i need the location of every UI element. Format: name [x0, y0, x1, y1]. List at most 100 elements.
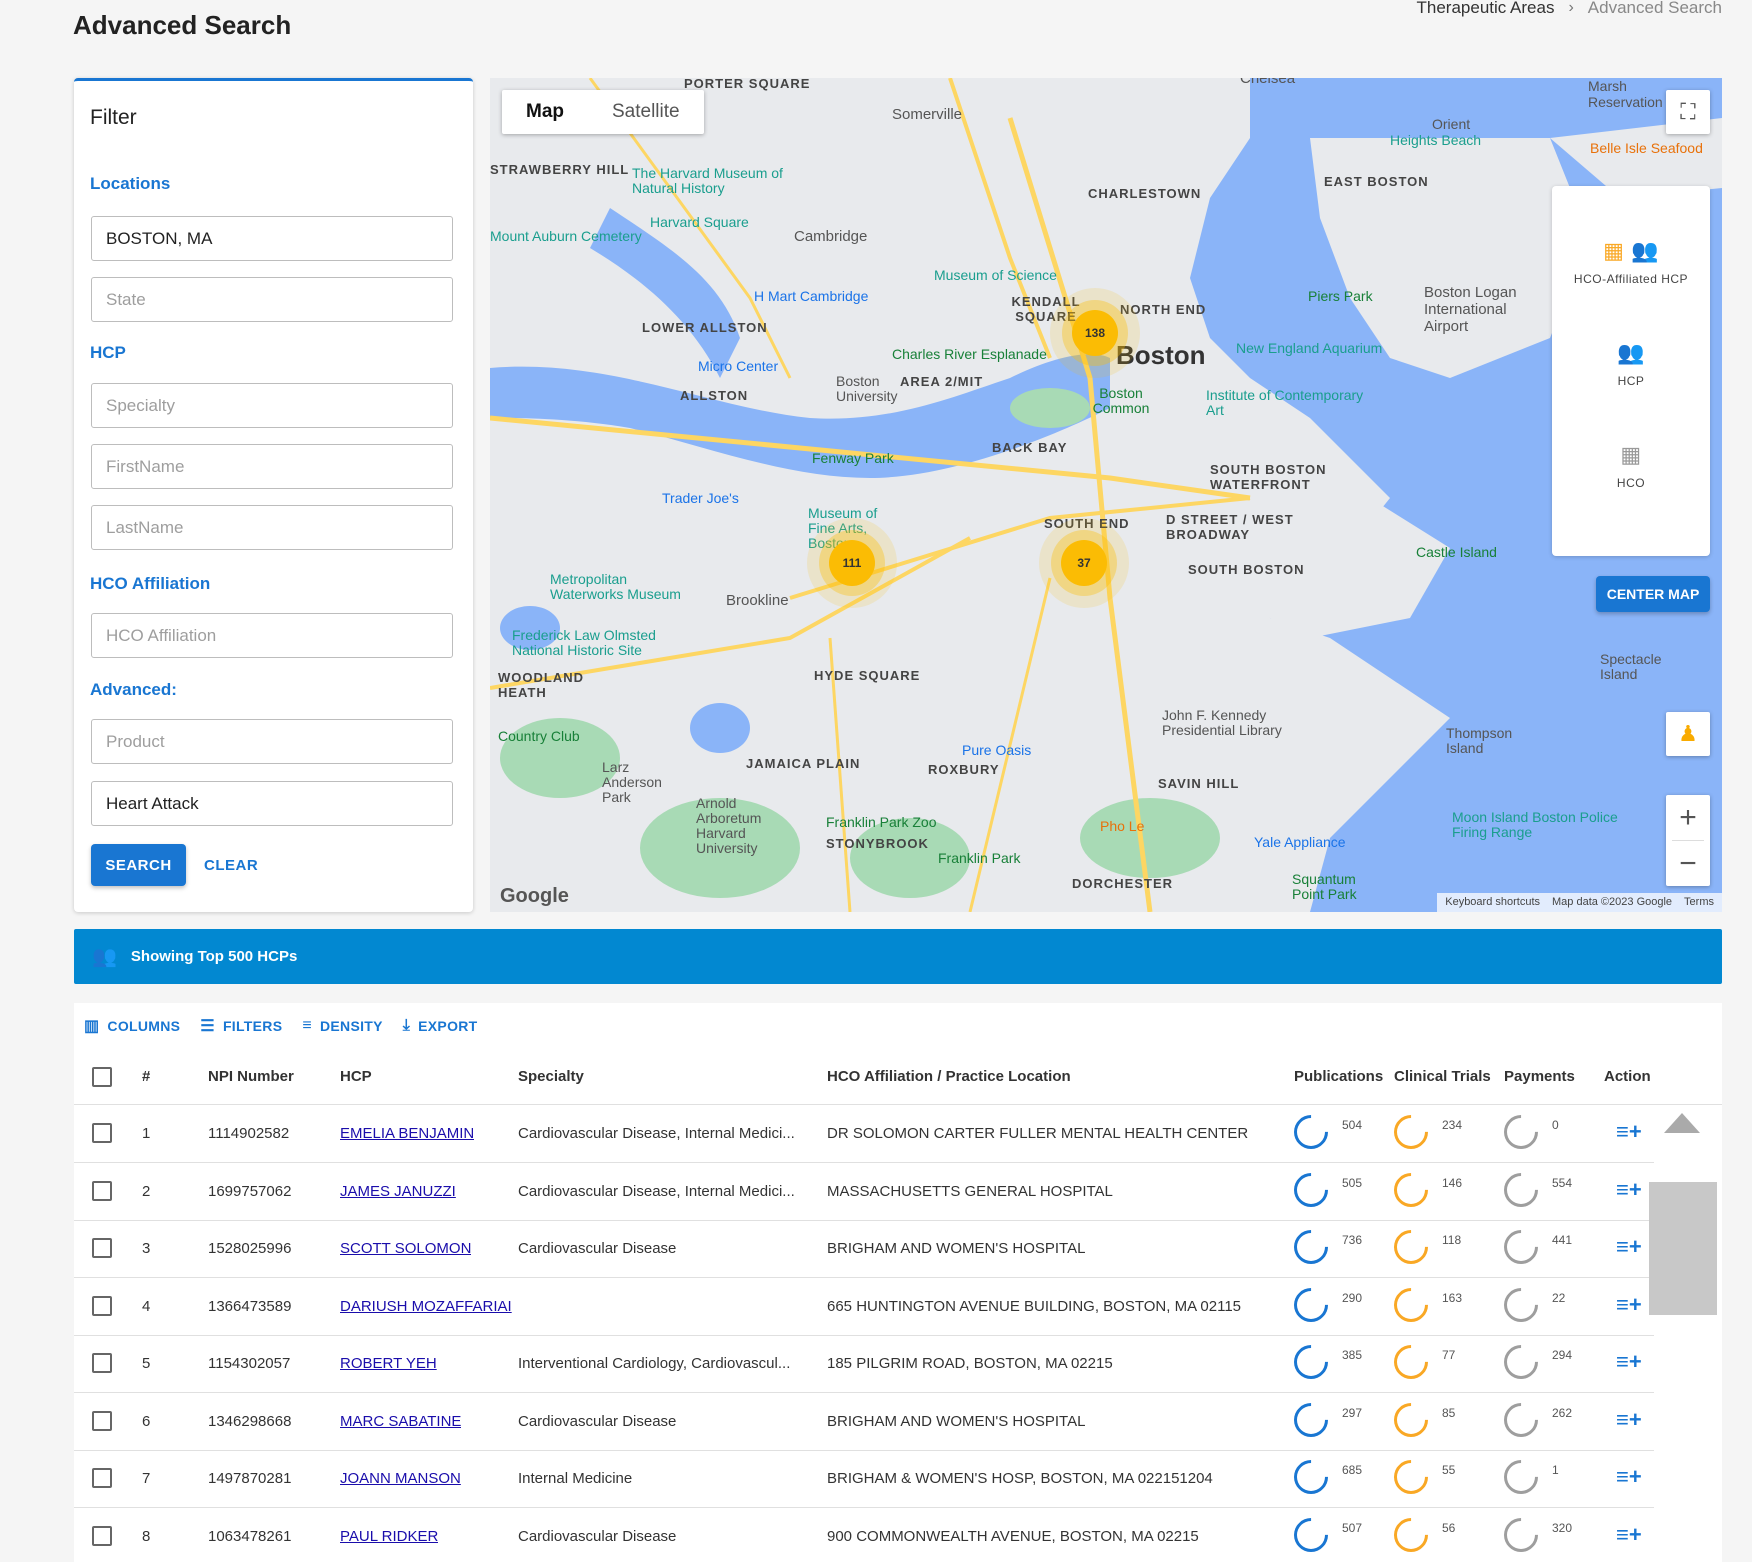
density-button[interactable]: ≡ DENSITY	[302, 1016, 382, 1036]
row-checkbox[interactable]	[92, 1410, 112, 1431]
add-to-list-icon[interactable]: ≡+	[1616, 1521, 1642, 1547]
product-input[interactable]	[91, 719, 453, 764]
column-header-payments[interactable]: Payments	[1504, 1068, 1575, 1085]
column-header-action[interactable]: Action	[1604, 1068, 1651, 1085]
specialty-input[interactable]	[91, 383, 453, 428]
row-hcp-link[interactable]: PAUL RIDKER	[340, 1527, 439, 1545]
column-header-hcp[interactable]: HCP	[340, 1068, 372, 1085]
add-to-list-icon[interactable]: ≡+	[1616, 1349, 1642, 1374]
column-header-specialty[interactable]: Specialty	[518, 1068, 584, 1085]
add-to-list-icon[interactable]: ≡+	[1616, 1406, 1642, 1432]
row-hco: 185 PILGRIM ROAD, BOSTON, MA 02215	[827, 1355, 1113, 1372]
table-row[interactable]: 6 1346298668 MARC SABATINE Cardiovascula…	[74, 1393, 1654, 1451]
export-button[interactable]: ⤓ EXPORT	[403, 1016, 478, 1036]
add-to-list-icon[interactable]: ≡+	[1616, 1119, 1642, 1144]
scroll-up-icon[interactable]	[1664, 1113, 1700, 1133]
table-row[interactable]: 8 1063478261 PAUL RIDKER Cardiovascular …	[74, 1508, 1654, 1562]
keyboard-shortcuts-link[interactable]: Keyboard shortcuts	[1445, 896, 1541, 908]
scrollbar-thumb[interactable]	[1649, 1182, 1717, 1315]
center-map-button[interactable]: CENTER MAP	[1596, 576, 1710, 612]
tab-map[interactable]: Map	[526, 101, 564, 122]
map-view[interactable]: Map Satellite ⛶ PORTER SQUARE Somerville…	[490, 78, 1722, 912]
map-cluster-marker[interactable]: 111	[829, 540, 875, 586]
search-button[interactable]: SEARCH	[91, 844, 186, 886]
row-checkbox[interactable]	[92, 1295, 112, 1316]
filters-button[interactable]: ☰ FILTERS	[200, 1016, 282, 1036]
state-input[interactable]	[91, 277, 453, 322]
select-all-checkbox[interactable]	[92, 1067, 112, 1087]
clinical-trials-ring-icon	[1386, 1222, 1436, 1272]
table-row[interactable]: 4 1366473589 DARIUSH MOZAFFARIAI 665 HUN…	[74, 1278, 1654, 1336]
city-input[interactable]	[91, 216, 453, 261]
column-header-npi[interactable]: NPI Number	[208, 1068, 294, 1085]
map-cluster-marker[interactable]: 138	[1072, 310, 1118, 356]
row-hcp-link[interactable]: JOANN MANSON	[340, 1470, 461, 1487]
row-payments: 320	[1552, 1520, 1573, 1535]
firstname-input[interactable]	[91, 444, 453, 489]
row-specialty: Cardiovascular Disease	[518, 1240, 677, 1257]
map-cluster-marker[interactable]: 37	[1061, 540, 1107, 586]
column-header-clinical-trials[interactable]: Clinical Trials	[1394, 1068, 1491, 1085]
row-hcp-link[interactable]: EMELIA BENJAMIN	[340, 1125, 475, 1142]
map-label-museum-of-science: Museum of Science	[934, 267, 1057, 283]
row-clinical-trials: 163	[1442, 1290, 1463, 1305]
map-label-olmsted: Frederick Law Olmsted National Historic …	[512, 627, 656, 658]
row-clinical-trials: 85	[1442, 1405, 1456, 1420]
terms-link[interactable]: Terms	[1684, 896, 1714, 908]
add-to-list-icon[interactable]: ≡+	[1616, 1234, 1642, 1259]
breadcrumb-therapeutic-areas[interactable]: Therapeutic Areas	[1416, 0, 1555, 17]
clinical-trials-ring-icon	[1386, 1452, 1436, 1502]
row-hcp-link[interactable]: JAMES JANUZZI	[340, 1182, 456, 1200]
payments-ring-icon	[1496, 1510, 1546, 1559]
table-row[interactable]: 2 1699757062 JAMES JANUZZI Cardiovascula…	[74, 1163, 1654, 1221]
zoom-out-icon[interactable]: −	[1679, 846, 1697, 880]
row-checkbox[interactable]	[92, 1180, 112, 1201]
row-checkbox[interactable]	[92, 1468, 112, 1488]
columns-button[interactable]: ▥ COLUMNS	[84, 1016, 180, 1036]
grid-scrollbar[interactable]	[1648, 1107, 1720, 1562]
page-title: Advanced Search	[73, 10, 292, 40]
row-payments: 262	[1552, 1405, 1573, 1420]
hco-affiliation-input[interactable]	[91, 613, 453, 658]
add-to-list-icon[interactable]: ≡+	[1616, 1291, 1642, 1317]
google-logo: Google	[500, 885, 569, 907]
row-hcp-link[interactable]: MARC SABATINE	[340, 1412, 462, 1430]
table-row[interactable]: 5 1154302057 ROBERT YEH Interventional C…	[74, 1335, 1654, 1393]
payments-ring-icon	[1496, 1395, 1546, 1444]
column-header-index[interactable]: #	[142, 1068, 151, 1085]
layer-hco-affiliated-hcp[interactable]: ▦ 👥 HCO-Affiliated HCP	[1552, 238, 1710, 286]
table-row[interactable]: 1 1114902582 EMELIA BENJAMIN Cardiovascu…	[74, 1105, 1654, 1163]
layer-hco[interactable]: ▦ HCO	[1552, 442, 1710, 490]
fullscreen-icon[interactable]: ⛶	[1666, 90, 1710, 134]
lastname-input[interactable]	[91, 505, 453, 550]
row-hcp-link[interactable]: DARIUSH MOZAFFARIAI	[340, 1297, 512, 1315]
row-index: 2	[142, 1182, 151, 1200]
map-label-d-street: D STREET / WEST BROADWAY	[1166, 512, 1294, 542]
map-label-harvard-museum: The Harvard Museum of Natural History	[632, 165, 783, 196]
clear-button[interactable]: CLEAR	[204, 844, 258, 886]
add-to-list-icon[interactable]: ≡+	[1616, 1464, 1642, 1489]
row-payments: 1	[1552, 1463, 1559, 1477]
add-to-list-icon[interactable]: ≡+	[1616, 1176, 1642, 1202]
column-header-publications[interactable]: Publications	[1294, 1068, 1384, 1085]
zoom-in-icon[interactable]: +	[1679, 800, 1697, 834]
column-header-hco[interactable]: HCO Affiliation / Practice Location	[827, 1068, 1071, 1085]
row-specialty: Cardiovascular Disease, Internal Medici.…	[518, 1125, 795, 1142]
row-checkbox[interactable]	[92, 1238, 112, 1258]
row-checkbox[interactable]	[92, 1525, 112, 1546]
row-checkbox[interactable]	[92, 1353, 112, 1373]
table-row[interactable]: 3 1528025996 SCOTT SOLOMON Cardiovascula…	[74, 1220, 1654, 1278]
row-hco: 900 COMMONWEALTH AVENUE, BOSTON, MA 0221…	[827, 1527, 1199, 1545]
row-hcp-link[interactable]: ROBERT YEH	[340, 1355, 437, 1372]
payments-metric: 262	[1496, 1395, 1573, 1444]
condition-input[interactable]	[91, 781, 453, 826]
row-checkbox[interactable]	[92, 1123, 112, 1143]
table-row[interactable]: 7 1497870281 JOANN MANSON Internal Medic…	[74, 1450, 1654, 1508]
layer-hcp[interactable]: 👥 HCP	[1552, 340, 1710, 388]
publications-metric: 685	[1286, 1452, 1362, 1502]
publications-ring-icon	[1286, 1395, 1336, 1444]
tab-satellite[interactable]: Satellite	[612, 101, 680, 122]
map-type-control: Map Satellite	[502, 90, 704, 134]
row-hcp-link[interactable]: SCOTT SOLOMON	[340, 1240, 472, 1257]
pegman-icon[interactable]: ♟	[1666, 712, 1710, 756]
